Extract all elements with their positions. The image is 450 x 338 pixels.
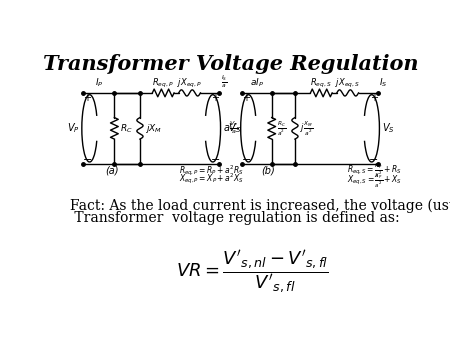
Text: +: +: [211, 93, 219, 103]
Text: $R_{eq,P}$: $R_{eq,P}$: [153, 77, 174, 90]
Text: $R_{eq,P}=R_P+a^2R_S$: $R_{eq,P}=R_P+a^2R_S$: [179, 163, 244, 177]
Text: $jX_M$: $jX_M$: [145, 122, 162, 135]
Text: (a): (a): [105, 166, 118, 176]
Text: $jX_{eq,S}$: $jX_{eq,S}$: [335, 77, 360, 90]
Text: $\frac{V_P}{a}$: $\frac{V_P}{a}$: [229, 120, 239, 137]
Text: −: −: [242, 155, 251, 165]
Text: $\frac{R_C}{a^2}$: $\frac{R_C}{a^2}$: [277, 119, 286, 138]
Text: +: +: [370, 93, 378, 103]
Text: $I_P$: $I_P$: [94, 76, 103, 89]
Text: $jX_{eq,P}$: $jX_{eq,P}$: [177, 77, 202, 90]
Text: $X_{eq,P}=X_P+a^2X_S$: $X_{eq,P}=X_P+a^2X_S$: [179, 171, 244, 186]
Text: $aI_P$: $aI_P$: [250, 76, 264, 89]
Text: Fact: As the load current is increased, the voltage (usually)  drops.: Fact: As the load current is increased, …: [70, 198, 450, 213]
Text: $R_C$: $R_C$: [120, 122, 132, 135]
Text: $R_{eq,S}=\frac{R_P}{a^2}+R_S$: $R_{eq,S}=\frac{R_P}{a^2}+R_S$: [346, 162, 401, 180]
Text: (b): (b): [262, 166, 275, 176]
Text: +: +: [242, 93, 250, 103]
Text: $V_P$: $V_P$: [67, 121, 80, 135]
Text: $j\frac{X_M}{a^2}$: $j\frac{X_M}{a^2}$: [301, 119, 313, 138]
Text: $V_S$: $V_S$: [382, 121, 395, 135]
Text: Transformer  voltage regulation is defined as:: Transformer voltage regulation is define…: [70, 212, 400, 225]
Text: Transformer Voltage Regulation: Transformer Voltage Regulation: [43, 54, 419, 74]
Text: $\mathit{VR} = \dfrac{V'_{s,nl} - V'_{s,fl}}{V'_{s,fl}}$: $\mathit{VR} = \dfrac{V'_{s,nl} - V'_{s,…: [176, 248, 329, 295]
Text: −: −: [369, 155, 379, 165]
Text: $X_{eq,S}=\frac{X_P}{a^2}+X_S$: $X_{eq,S}=\frac{X_P}{a^2}+X_S$: [346, 172, 401, 190]
Text: +: +: [83, 93, 91, 103]
Text: −: −: [211, 155, 220, 165]
Text: $I_S$: $I_S$: [379, 76, 388, 89]
Text: $R_{eq,S}$: $R_{eq,S}$: [310, 77, 332, 90]
Text: $aV_S$: $aV_S$: [223, 121, 242, 135]
Text: −: −: [82, 155, 92, 165]
Text: $\frac{I_S}{a}$: $\frac{I_S}{a}$: [220, 74, 227, 90]
